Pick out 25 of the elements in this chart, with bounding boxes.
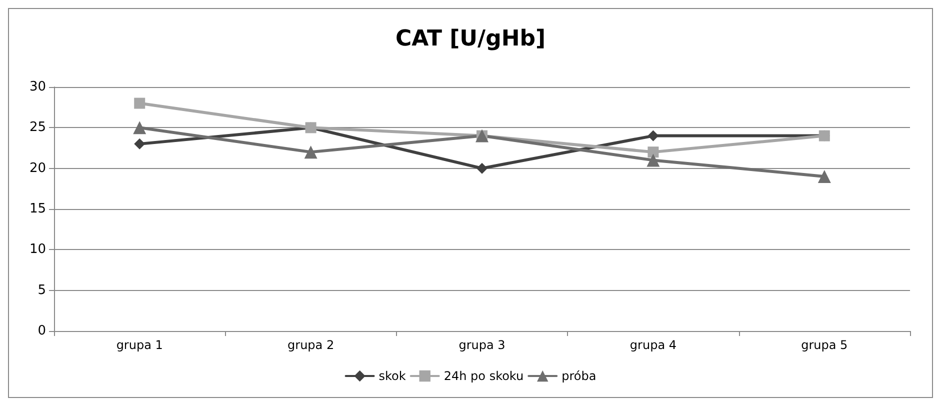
y-tick-label: 15 [29,202,46,216]
chart-title: CAT [U/gHb] [395,26,546,52]
x-tick-label: grupa 4 [630,338,676,352]
legend-label: skok [378,369,406,383]
y-tick-label: 0 [38,324,46,338]
x-tick-label: grupa 2 [288,338,334,352]
point [134,98,146,109]
legend-label: próba [562,369,596,383]
x-tick-label: grupa 5 [801,338,848,352]
y-tick-label: 25 [29,120,46,136]
legend-label: 24h po skoku [444,369,524,383]
point [134,138,146,150]
x-tick-label: grupa 1 [116,338,163,352]
y-tick-label: 10 [29,242,46,258]
point [476,162,488,174]
point [648,146,659,158]
y-tick-label: 30 [29,80,46,94]
point [646,154,660,167]
point [133,121,146,134]
y-tick-label: 5 [38,282,46,298]
point [304,146,318,159]
point [818,170,831,183]
point [648,130,659,142]
x-tick-label: grupa 3 [458,338,506,352]
y-tick-label: 20 [29,160,46,176]
